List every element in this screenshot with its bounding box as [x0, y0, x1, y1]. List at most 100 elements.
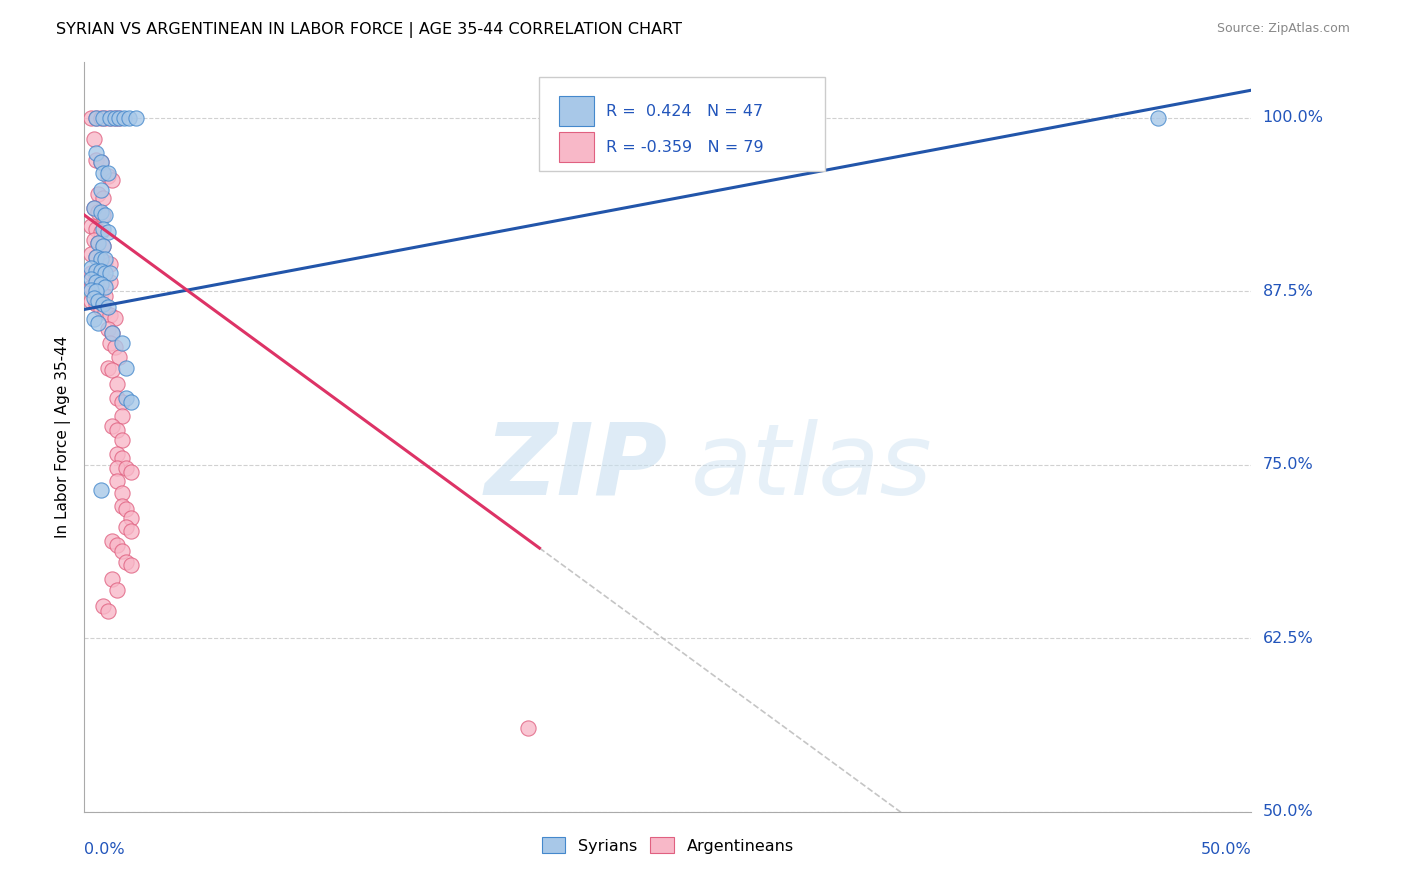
Point — [84, 111, 107, 125]
Point — [87, 316, 110, 330]
Point — [105, 475, 128, 489]
Point — [108, 111, 131, 125]
Point — [84, 250, 107, 264]
Point — [84, 222, 107, 236]
Point — [80, 294, 103, 309]
Point — [80, 260, 103, 275]
Point — [105, 377, 128, 392]
Point — [120, 395, 142, 409]
Text: Source: ZipAtlas.com: Source: ZipAtlas.com — [1216, 22, 1350, 36]
Point — [115, 520, 138, 534]
Point — [94, 305, 117, 319]
Point — [1147, 111, 1170, 125]
Point — [108, 350, 131, 364]
Point — [87, 187, 110, 202]
Point — [98, 257, 121, 271]
Point — [101, 572, 124, 586]
Point — [90, 263, 112, 277]
Point — [111, 409, 134, 424]
Point — [115, 360, 138, 375]
Point — [97, 169, 120, 184]
Point — [94, 252, 117, 267]
Point — [90, 285, 112, 300]
Point — [105, 423, 128, 437]
Point — [125, 111, 148, 125]
Point — [80, 111, 103, 125]
Point — [83, 201, 105, 215]
Point — [97, 166, 120, 180]
Point — [111, 450, 134, 465]
Point — [91, 222, 114, 236]
Point — [120, 465, 142, 479]
Point — [84, 250, 107, 264]
Point — [90, 483, 112, 497]
Text: 0.0%: 0.0% — [84, 842, 125, 857]
Point — [91, 238, 114, 252]
Point — [84, 283, 107, 297]
Point — [94, 111, 117, 125]
Point — [83, 132, 105, 146]
Point — [87, 294, 110, 309]
Point — [101, 419, 124, 434]
Point — [105, 538, 128, 552]
Point — [87, 235, 110, 250]
Point — [98, 308, 121, 322]
Point — [80, 247, 103, 261]
Point — [111, 433, 134, 447]
Point — [98, 111, 121, 125]
Point — [97, 225, 120, 239]
Text: 50.0%: 50.0% — [1201, 842, 1251, 857]
Point — [98, 335, 121, 350]
Point — [516, 722, 538, 736]
Point — [97, 322, 120, 336]
Point — [91, 297, 114, 311]
Text: R =  0.424   N = 47: R = 0.424 N = 47 — [606, 103, 763, 119]
Point — [111, 395, 134, 409]
Point — [101, 326, 124, 340]
Point — [97, 300, 120, 314]
Point — [115, 391, 138, 405]
Point — [90, 252, 112, 267]
Point — [80, 272, 103, 286]
Point — [83, 233, 105, 247]
Point — [97, 360, 120, 375]
Point — [94, 280, 117, 294]
Point — [111, 485, 134, 500]
Point — [120, 524, 142, 539]
Point — [90, 277, 112, 292]
Point — [83, 291, 105, 305]
Point — [90, 270, 112, 285]
Point — [111, 500, 134, 514]
Text: atlas: atlas — [692, 418, 932, 516]
Point — [80, 219, 103, 234]
Point — [101, 363, 124, 377]
FancyBboxPatch shape — [560, 132, 595, 162]
Point — [84, 269, 107, 284]
Point — [90, 225, 112, 239]
Point — [83, 312, 105, 326]
Point — [94, 255, 117, 269]
Point — [90, 111, 112, 125]
Y-axis label: In Labor Force | Age 35-44: In Labor Force | Age 35-44 — [55, 336, 72, 538]
Text: 62.5%: 62.5% — [1263, 631, 1313, 646]
Point — [101, 173, 124, 187]
Point — [91, 166, 114, 180]
Point — [90, 302, 112, 317]
Point — [94, 273, 117, 287]
Point — [104, 310, 127, 325]
Point — [87, 205, 110, 219]
Point — [97, 603, 120, 617]
Text: 50.0%: 50.0% — [1263, 805, 1313, 819]
Point — [84, 111, 107, 125]
Point — [91, 599, 114, 614]
Point — [84, 153, 107, 167]
Point — [98, 275, 121, 289]
Point — [91, 191, 114, 205]
Point — [105, 391, 128, 405]
Point — [98, 111, 121, 125]
Text: ZIP: ZIP — [485, 418, 668, 516]
Point — [90, 205, 112, 219]
Point — [91, 208, 114, 222]
FancyBboxPatch shape — [560, 96, 595, 126]
Point — [91, 111, 114, 125]
